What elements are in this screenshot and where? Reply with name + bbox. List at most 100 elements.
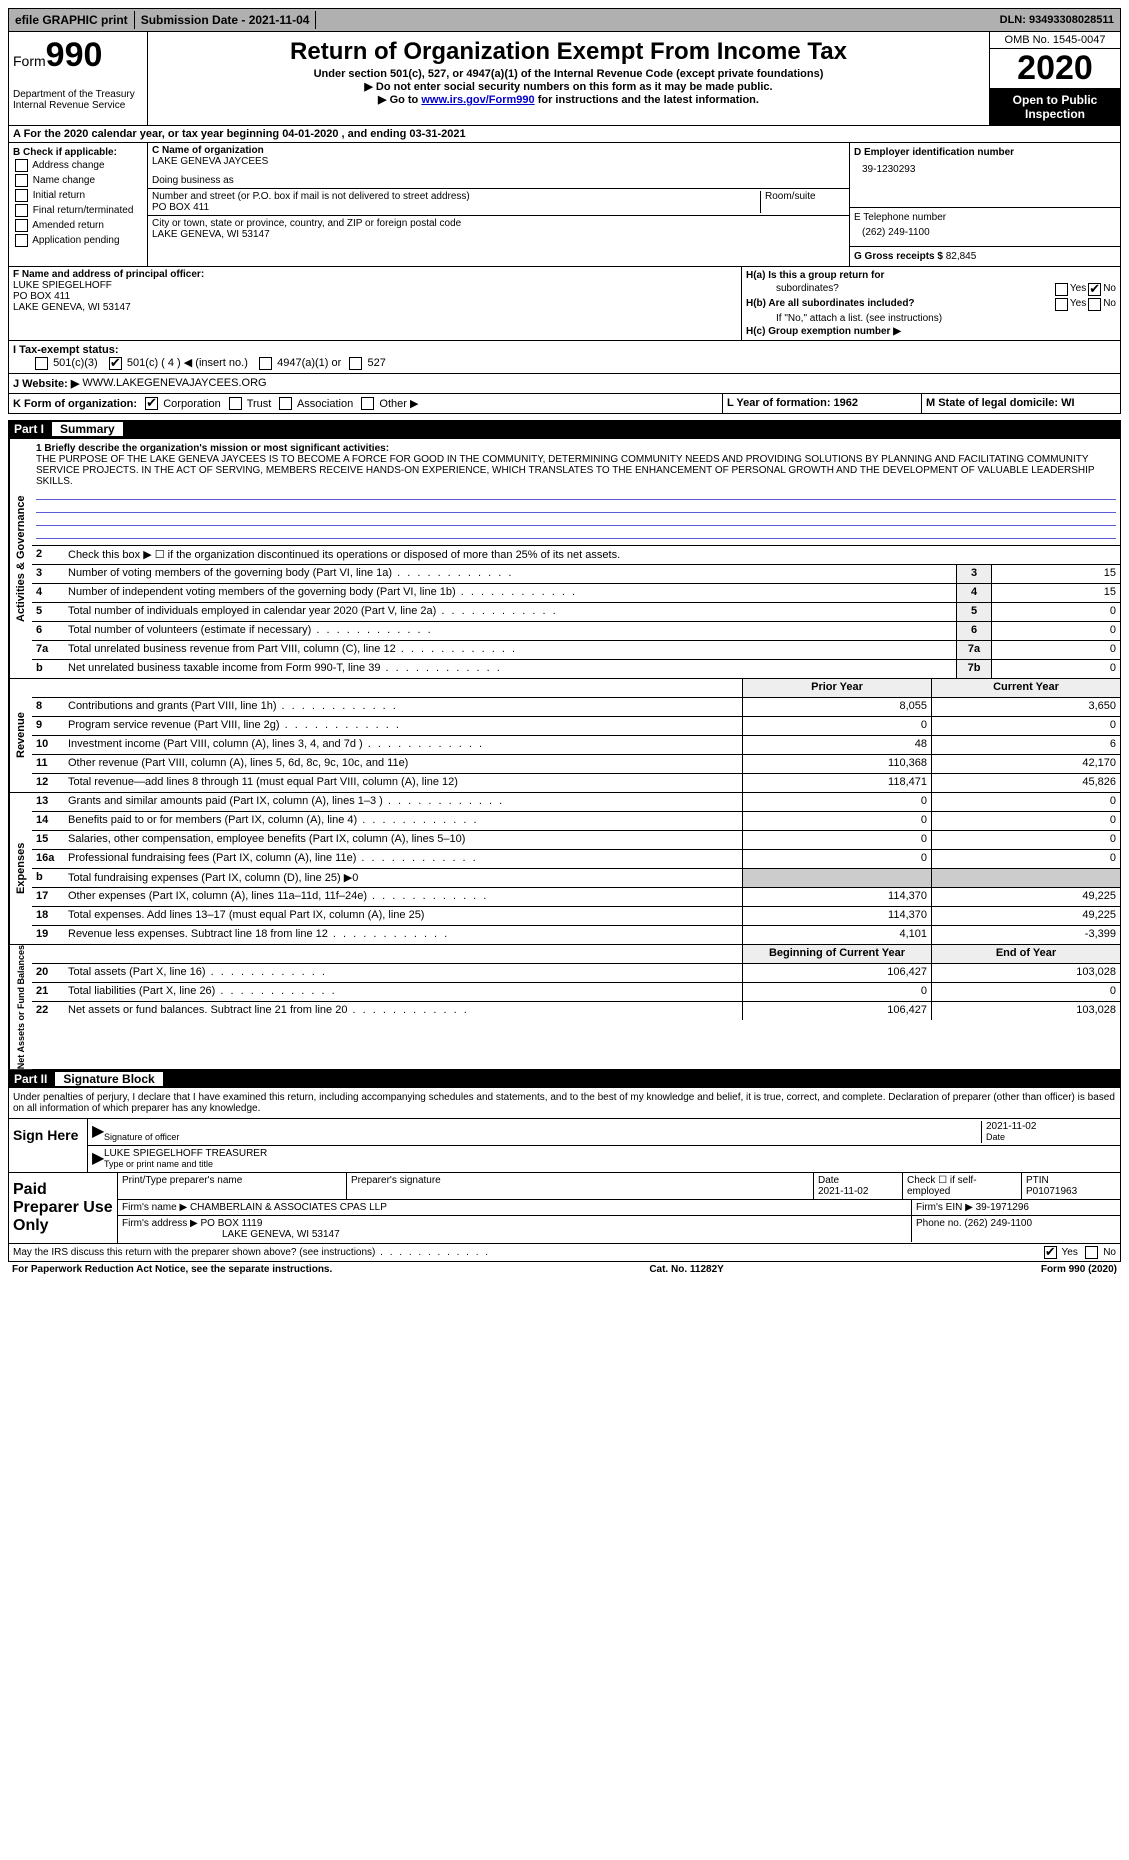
ha-sub: subordinates? Yes No (746, 282, 1116, 297)
open-to-public: Open to Public Inspection (990, 89, 1120, 125)
row-9: 9Program service revenue (Part VIII, lin… (32, 717, 1120, 736)
m-text: M State of legal domicile: WI (926, 397, 1075, 409)
topbar: efile GRAPHIC print Submission Date - 20… (8, 8, 1121, 32)
part2-label: Part II (14, 1072, 47, 1086)
header-left: Form990 Department of the Treasury Inter… (9, 32, 148, 125)
form-prefix: Form (13, 53, 46, 69)
cat-no: Cat. No. 11282Y (649, 1264, 723, 1275)
chk-501c[interactable] (109, 357, 122, 370)
phone-label: E Telephone number (854, 212, 1116, 223)
sign-here-label: Sign Here (9, 1119, 88, 1172)
col-b: B Check if applicable: Address change Na… (9, 143, 148, 266)
row-8: 8Contributions and grants (Part VIII, li… (32, 698, 1120, 717)
mission-block: 1 Briefly describe the organization's mi… (32, 439, 1120, 546)
firm-ein: Firm's EIN ▶ 39-1971296 (912, 1200, 1120, 1215)
row-12: 12Total revenue—add lines 8 through 11 (… (32, 774, 1120, 792)
ha-yes-chk[interactable] (1055, 283, 1068, 296)
chk-527[interactable] (349, 357, 362, 370)
row-j: J Website: ▶ WWW.LAKEGENEVAJAYCEES.ORG (8, 374, 1121, 394)
part1-label: Part I (14, 422, 44, 436)
suite-label: Room/suite (760, 191, 845, 213)
submission-cell: Submission Date - 2021-11-04 (135, 11, 317, 29)
chk-name[interactable]: Name change (13, 173, 143, 188)
note-link: ▶ Go to www.irs.gov/Form990 for instruct… (152, 93, 985, 106)
prep-row-1: Print/Type preparer's name Preparer's si… (118, 1173, 1120, 1200)
row-city: City or town, state or province, country… (148, 216, 849, 242)
firm-addr: Firm's address ▶ PO BOX 1119 LAKE GENEVA… (118, 1216, 912, 1242)
row-19: 19Revenue less expenses. Subtract line 1… (32, 926, 1120, 944)
i-options: 501(c)(3) 501(c) ( 4 ) ◀ (insert no.) 49… (13, 357, 386, 369)
chk-trust[interactable] (229, 397, 242, 410)
chk-amended[interactable]: Amended return (13, 218, 143, 233)
form-footer: Form 990 (2020) (1041, 1264, 1117, 1275)
drow-ein: D Employer identification number 39-1230… (850, 143, 1120, 208)
phone-val: (262) 249-1100 (854, 223, 1116, 242)
dept-1: Department of the Treasury (13, 89, 143, 100)
firm-name: Firm's name ▶ CHAMBERLAIN & ASSOCIATES C… (118, 1200, 912, 1215)
f-name: LUKE SPIEGELHOFF (13, 280, 737, 291)
chk-corp[interactable] (145, 397, 158, 410)
row-6: 6Total number of volunteers (estimate if… (32, 622, 1120, 641)
k-label: K Form of organization: (13, 398, 137, 410)
chk-4947[interactable] (259, 357, 272, 370)
row-name: C Name of organization LAKE GENEVA JAYCE… (148, 143, 849, 189)
discuss-yes[interactable] (1044, 1246, 1057, 1259)
f-street: PO BOX 411 (13, 291, 737, 302)
row-5: 5Total number of individuals employed in… (32, 603, 1120, 622)
ein-val: 39-1230293 (854, 158, 1116, 181)
chk-pending[interactable]: Application pending (13, 233, 143, 248)
firm-phone: Phone no. (262) 249-1100 (912, 1216, 1120, 1242)
part1-header: Part I Summary (8, 420, 1121, 438)
header-mid: Return of Organization Exempt From Incom… (148, 32, 989, 125)
chk-initial[interactable]: Initial return (13, 188, 143, 203)
f-label: F Name and address of principal officer: (13, 269, 737, 280)
note2-post: for instructions and the latest informat… (535, 94, 759, 106)
form-title: Return of Organization Exempt From Incom… (152, 38, 985, 66)
l-cell: L Year of formation: 1962 (723, 394, 922, 414)
org-name: LAKE GENEVA JAYCEES (152, 156, 845, 167)
ha-label: H(a) Is this a group return for (746, 270, 884, 281)
row-2: 2Check this box ▶ ☐ if the organization … (32, 546, 1120, 565)
row-16b: bTotal fundraising expenses (Part IX, co… (32, 869, 1120, 888)
tab-governance: Activities & Governance (9, 439, 32, 678)
part2-title: Signature Block (55, 1072, 162, 1086)
tax-year: 2020 (990, 49, 1120, 89)
row-fh: F Name and address of principal officer:… (8, 267, 1121, 341)
tab-revenue: Revenue (9, 679, 32, 792)
row-13: 13Grants and similar amounts paid (Part … (32, 793, 1120, 812)
street-val: PO BOX 411 (152, 202, 760, 213)
discuss-no[interactable] (1085, 1246, 1098, 1259)
drow-gross: G Gross receipts $ 82,845 (850, 247, 1120, 266)
footer-discuss: May the IRS discuss this return with the… (8, 1244, 1121, 1262)
dln-cell: DLN: 93493308028511 (994, 12, 1120, 28)
mission-label: 1 Briefly describe the organization's mi… (36, 443, 1116, 454)
row-21: 21Total liabilities (Part X, line 26) 00 (32, 983, 1120, 1002)
col-b-label: B Check if applicable: (13, 147, 143, 158)
row-20: 20Total assets (Part X, line 16) 106,427… (32, 964, 1120, 983)
row-k: K Form of organization: Corporation Trus… (8, 394, 1121, 415)
tab-expenses: Expenses (9, 793, 32, 944)
city-label: City or town, state or province, country… (152, 218, 845, 229)
chk-other[interactable] (361, 397, 374, 410)
hc-line: H(c) Group exemption number ▶ (746, 325, 1116, 338)
chk-501c3[interactable] (35, 357, 48, 370)
chk-assoc[interactable] (279, 397, 292, 410)
part2-header: Part II Signature Block (8, 1070, 1121, 1088)
irs-link[interactable]: www.irs.gov/Form990 (421, 94, 534, 106)
dba-label: Doing business as (152, 175, 845, 186)
paid-preparer: Paid Preparer Use Only Print/Type prepar… (8, 1173, 1121, 1244)
sig-line-1: ▶ Signature of officer 2021-11-02Date (88, 1119, 1120, 1146)
col-c: C Name of organization LAKE GENEVA JAYCE… (148, 143, 849, 266)
chk-address[interactable]: Address change (13, 158, 143, 173)
prep-name-h: Print/Type preparer's name (118, 1173, 347, 1199)
row-7b: bNet unrelated business taxable income f… (32, 660, 1120, 678)
tab-netassets: Net Assets or Fund Balances (9, 945, 32, 1069)
efile-cell: efile GRAPHIC print (9, 11, 135, 29)
prep-row-3: Firm's address ▶ PO BOX 1119 LAKE GENEVA… (118, 1216, 1120, 1242)
chk-final[interactable]: Final return/terminated (13, 203, 143, 218)
ha-no-chk[interactable] (1088, 283, 1101, 296)
hb-no-chk[interactable] (1088, 298, 1101, 311)
sig-declaration: Under penalties of perjury, I declare th… (9, 1088, 1120, 1118)
i-label: I Tax-exempt status: (13, 344, 119, 356)
hb-yes-chk[interactable] (1055, 298, 1068, 311)
